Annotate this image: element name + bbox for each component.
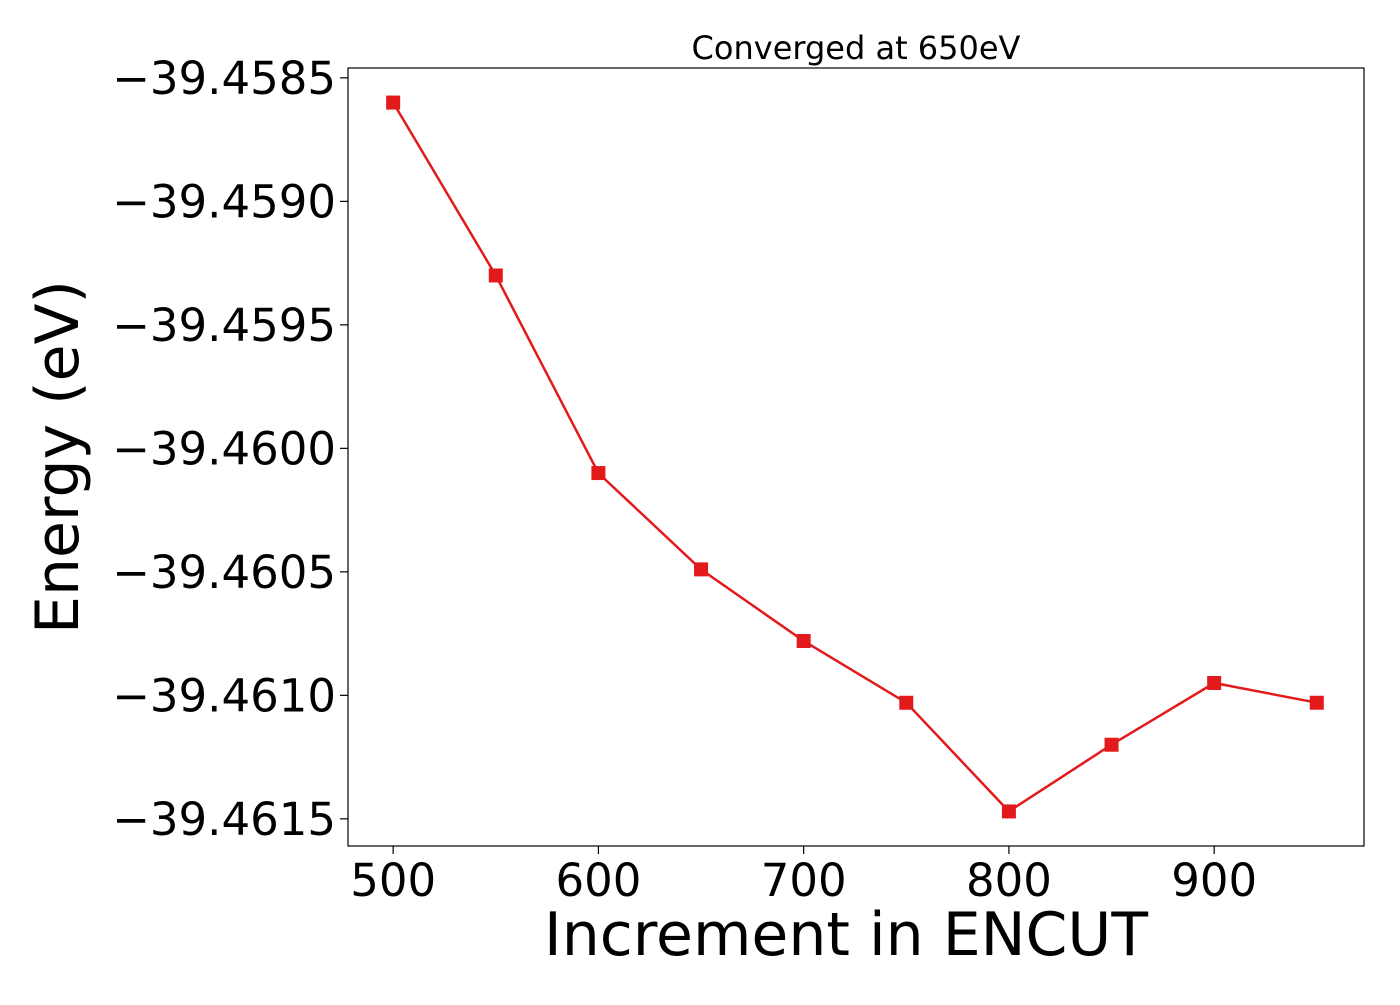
chart-title: Converged at 650eV xyxy=(692,29,1021,67)
data-point-marker xyxy=(1309,695,1324,710)
y-tick-label: −39.4615 xyxy=(112,793,336,846)
y-tick-label: −39.4605 xyxy=(112,546,336,599)
x-axis-label: Increment in ENCUT xyxy=(544,900,1148,970)
data-point-marker xyxy=(386,95,401,110)
data-point-marker xyxy=(1207,675,1222,690)
x-tick-label: 500 xyxy=(350,854,436,907)
data-point-marker xyxy=(694,562,709,577)
data-point-marker xyxy=(1001,804,1016,819)
y-tick-label: −39.4610 xyxy=(112,669,336,722)
x-tick-label: 800 xyxy=(966,854,1052,907)
y-tick-label: −39.4595 xyxy=(112,299,336,352)
plot-background xyxy=(348,68,1364,846)
plot-frame xyxy=(347,67,1365,847)
data-point-marker xyxy=(1104,737,1119,752)
y-axis-ticks: −39.4585 −39.4590 −39.4595 −39.4600 −39.4605… xyxy=(112,52,348,846)
y-axis-label: Energy (eV) xyxy=(23,280,93,634)
x-tick-label: 900 xyxy=(1171,854,1257,907)
data-point-marker xyxy=(591,466,606,481)
x-axis-ticks: 500 600 700 800 900 xyxy=(350,846,1257,907)
x-tick-label: 700 xyxy=(761,854,847,907)
y-tick-label: −39.4585 xyxy=(112,52,336,105)
y-tick-label: −39.4600 xyxy=(112,422,336,475)
data-point-marker xyxy=(488,268,503,283)
data-point-marker xyxy=(899,695,914,710)
x-tick-label: 600 xyxy=(555,854,641,907)
data-point-marker xyxy=(796,634,811,649)
series-line xyxy=(392,101,1318,814)
y-tick-label: −39.4590 xyxy=(112,175,336,228)
series-layer xyxy=(386,95,1324,819)
